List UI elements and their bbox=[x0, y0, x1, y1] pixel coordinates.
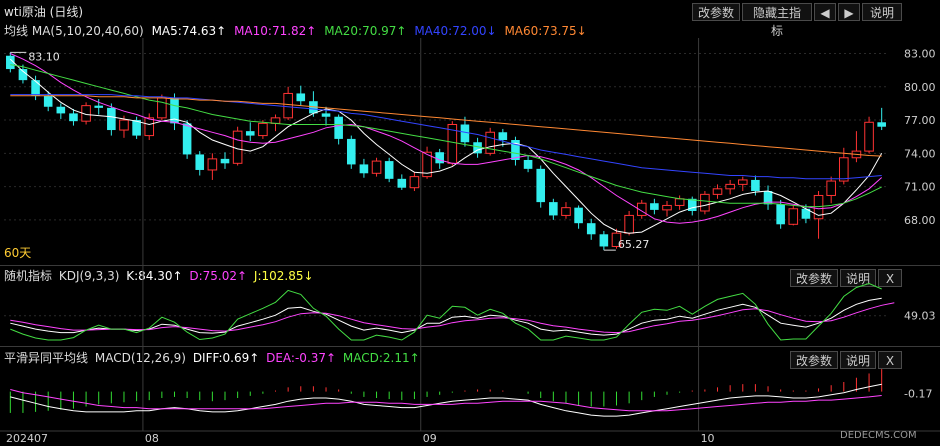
kdj-j-value: J:102.85↓ bbox=[253, 269, 314, 283]
kdj-panel: 随机指标 KDJ(9,3,3) K:84.30↑ D:75.02↑ J:102.… bbox=[0, 265, 940, 347]
macd-legend: 平滑异同平均线 MACD(12,26,9) DIFF:0.69↑ DEA:-0.… bbox=[4, 349, 420, 366]
kdj-legend: 随机指标 KDJ(9,3,3) K:84.30↑ D:75.02↑ J:102.… bbox=[4, 267, 314, 284]
ma-legend-label: 均线 bbox=[4, 24, 29, 38]
kdj-modify-params-button[interactable]: 改参数 bbox=[790, 269, 838, 287]
macd-modify-params-button[interactable]: 改参数 bbox=[790, 351, 838, 369]
macd-title: 平滑异同平均线 bbox=[4, 351, 89, 365]
ma-legend-params: MA(5,10,20,40,60) bbox=[31, 24, 144, 38]
help-button[interactable]: 说明 bbox=[862, 3, 902, 21]
x-tick-label: 10 bbox=[701, 432, 715, 445]
macd-close-button[interactable]: X bbox=[878, 351, 902, 369]
ma20-value: MA20:70.97↑ bbox=[324, 24, 407, 38]
ma5-value: MA5:74.63↑ bbox=[151, 24, 227, 38]
hide-main-indicator-button[interactable]: 隐藏主指标 bbox=[742, 3, 812, 38]
macd-diff-value: DIFF:0.69↑ bbox=[192, 351, 260, 365]
x-tick-label: 08 bbox=[145, 432, 159, 445]
chart-title: wti原油 (日线) bbox=[4, 5, 84, 19]
kdj-help-button[interactable]: 说明 bbox=[840, 269, 876, 287]
x-tick-label: 202407 bbox=[6, 432, 48, 445]
kdj-k-value: K:84.30↑ bbox=[126, 269, 183, 283]
ma40-value: MA40:72.00↓ bbox=[414, 24, 497, 38]
ma-legend: 均线 MA(5,10,20,40,60) MA5:74.63↑ MA10:71.… bbox=[4, 22, 587, 39]
macd-macd-value: MACD:2.11↑ bbox=[342, 351, 420, 365]
main-chart-panel: wti原油 (日线) 改参数 隐藏主指标 ◀ ▶ 说明 均线 MA(5,10,2… bbox=[4, 3, 902, 260]
kdj-d-value: D:75.02↑ bbox=[189, 269, 248, 283]
period-label: 60天 bbox=[4, 246, 32, 260]
prev-arrow-button[interactable]: ◀ bbox=[814, 3, 836, 21]
macd-help-button[interactable]: 说明 bbox=[840, 351, 876, 369]
next-arrow-button[interactable]: ▶ bbox=[838, 3, 860, 21]
modify-params-button[interactable]: 改参数 bbox=[692, 3, 740, 21]
kdj-close-button[interactable]: X bbox=[878, 269, 902, 287]
ma10-value: MA10:71.82↑ bbox=[234, 24, 317, 38]
kdj-title: 随机指标 bbox=[4, 269, 53, 283]
kdj-params: KDJ(9,3,3) bbox=[58, 269, 120, 283]
ma60-value: MA60:73.75↓ bbox=[504, 24, 587, 38]
macd-panel: 平滑异同平均线 MACD(12,26,9) DIFF:0.69↑ DEA:-0.… bbox=[0, 346, 940, 432]
macd-dea-value: DEA:-0.37↑ bbox=[266, 351, 337, 365]
macd-params: MACD(12,26,9) bbox=[94, 351, 186, 365]
x-tick-label: 09 bbox=[423, 432, 437, 445]
watermark: DEDECMS.COM bbox=[840, 430, 917, 441]
